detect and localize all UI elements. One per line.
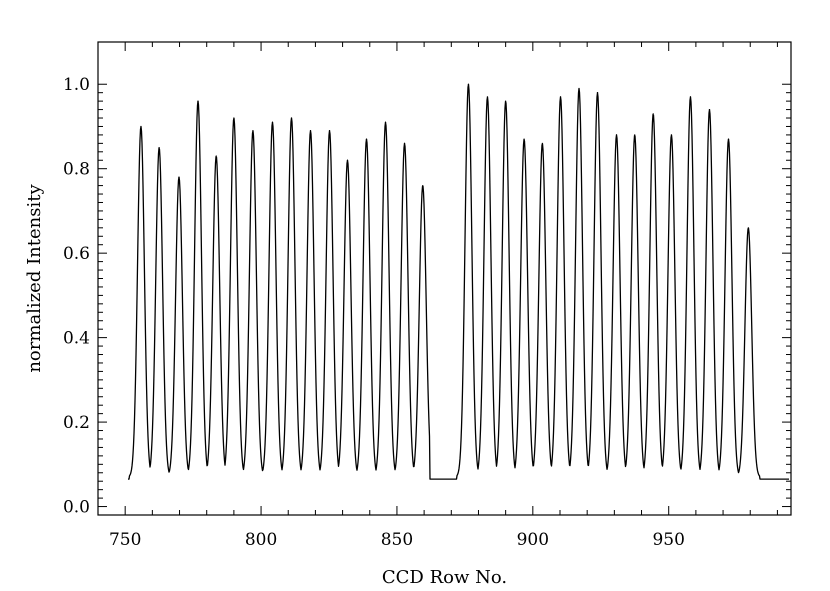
peak-point xyxy=(215,155,217,157)
peak-point xyxy=(523,138,525,140)
peak-point xyxy=(290,117,293,119)
peak-point xyxy=(486,96,489,98)
peak-point xyxy=(578,87,580,90)
peak-points xyxy=(140,83,749,229)
y-tick-label: 0.0 xyxy=(63,498,90,518)
peak-point xyxy=(596,92,599,94)
y-tick-label: 0.4 xyxy=(63,329,90,349)
y-tick-label: 0.2 xyxy=(63,413,90,433)
peak-point xyxy=(365,138,368,140)
peak-point xyxy=(505,100,507,102)
peak-point xyxy=(328,130,331,132)
peak-point xyxy=(689,96,692,98)
intensity-trace xyxy=(127,83,790,480)
peak-point xyxy=(309,130,312,132)
peak-point xyxy=(233,117,235,119)
x-tick-label: 850 xyxy=(381,530,413,550)
peak-point xyxy=(271,121,274,123)
peak-point xyxy=(467,83,470,85)
y-axis-title: normalized Intensity xyxy=(24,184,45,373)
peak-point xyxy=(158,146,160,149)
x-axis-ticks: 750 800 850 900 950 xyxy=(109,42,778,550)
peak-point xyxy=(708,108,711,111)
peak-point xyxy=(422,184,424,187)
peak-point xyxy=(384,121,387,123)
x-tick-label: 800 xyxy=(245,530,277,550)
y-tick-label: 0.6 xyxy=(63,244,90,264)
peak-point xyxy=(559,96,562,98)
peak-point xyxy=(403,142,406,144)
x-tick-label: 900 xyxy=(517,530,549,550)
peak-point xyxy=(178,176,180,178)
peak-point xyxy=(197,100,199,102)
x-axis-title: CCD Row No. xyxy=(382,567,507,588)
y-tick-label: 0.8 xyxy=(63,160,90,180)
peak-point xyxy=(252,130,254,132)
peak-point xyxy=(346,159,349,161)
peak-point xyxy=(747,227,749,229)
peak-point xyxy=(140,125,142,128)
peak-point xyxy=(670,134,673,136)
peak-point xyxy=(615,134,618,136)
y-tick-label: 1.0 xyxy=(63,75,90,95)
peak-point xyxy=(727,138,730,140)
peak-point xyxy=(634,134,636,136)
y-axis-ticks: 0.0 0.2 0.4 0.6 0.8 1.0 xyxy=(63,75,791,518)
x-tick-label: 950 xyxy=(652,530,684,550)
peak-point xyxy=(652,113,654,115)
peak-point xyxy=(541,142,543,144)
x-tick-label: 750 xyxy=(109,530,141,550)
